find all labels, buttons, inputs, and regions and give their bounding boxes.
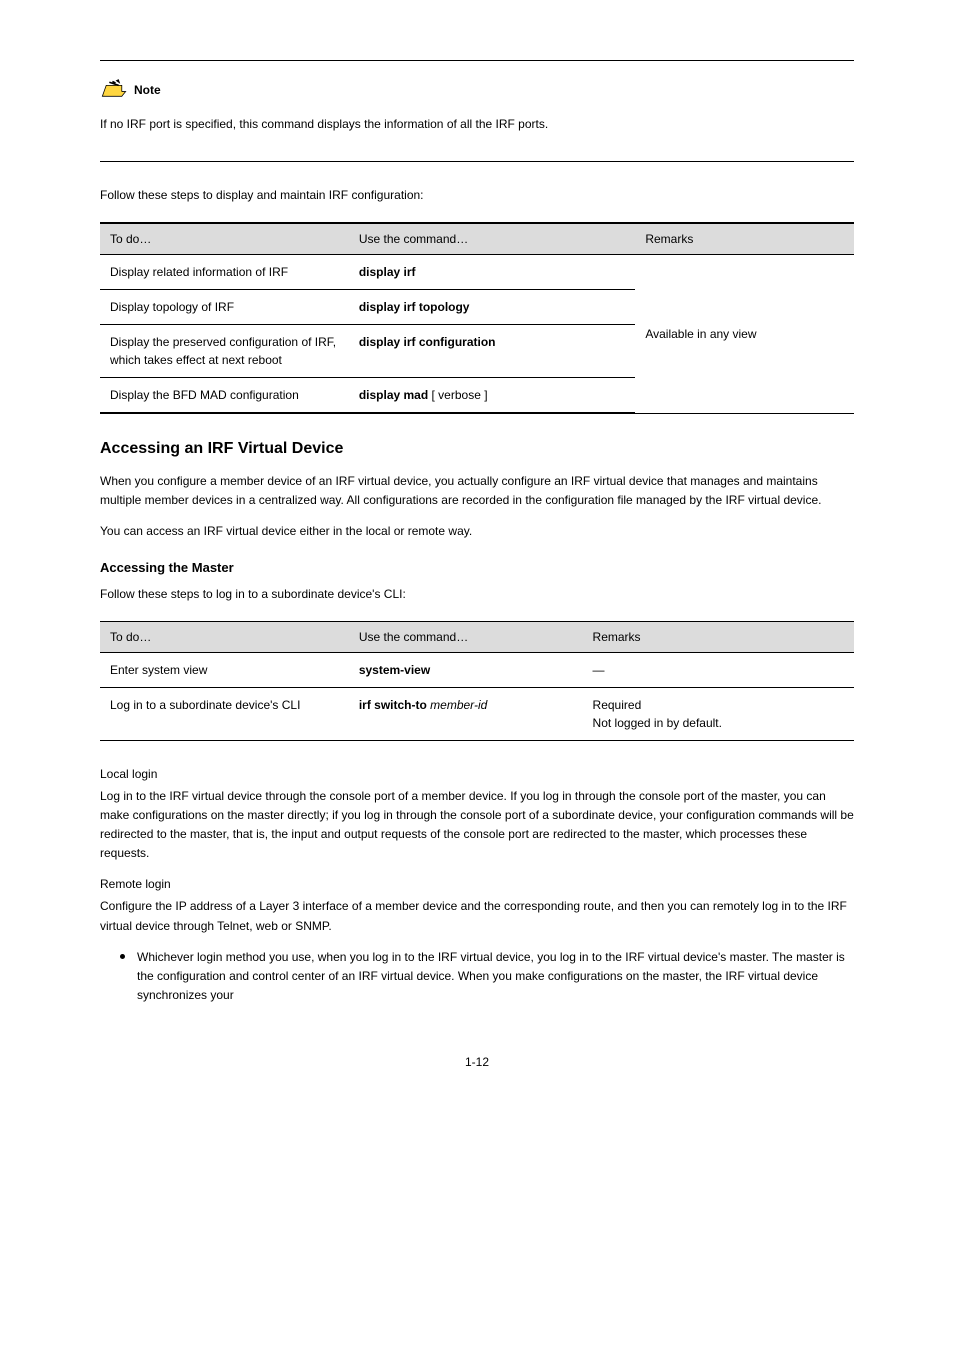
- page-number: 1-12: [100, 1055, 854, 1069]
- th-remarks: Remarks: [635, 223, 854, 255]
- cell-todo: Display related information of IRF: [100, 255, 349, 290]
- table-row: Log in to a subordinate device's CLI irf…: [100, 687, 854, 740]
- note-label: Note: [134, 83, 161, 97]
- cell-cmd: display irf topology: [349, 290, 636, 325]
- bullet-text: Whichever login method you use, when you…: [137, 948, 854, 1006]
- cell-cmd: system-view: [349, 652, 583, 687]
- th-todo: To do…: [100, 223, 349, 255]
- subheading-local-login: Local login: [100, 767, 854, 781]
- th-command: Use the command…: [349, 223, 636, 255]
- para: When you configure a member device of an…: [100, 472, 854, 510]
- cell-cmd: display irf configuration: [349, 325, 636, 378]
- th-todo: To do…: [100, 621, 349, 652]
- cell-remarks: —: [583, 652, 854, 687]
- subheading-remote-login: Remote login: [100, 877, 854, 891]
- para: You can access an IRF virtual device eit…: [100, 522, 854, 541]
- table-login-subordinate: To do… Use the command… Remarks Enter sy…: [100, 621, 854, 741]
- bullet-dot-icon: [120, 954, 125, 959]
- cell-todo: Enter system view: [100, 652, 349, 687]
- cell-cmd: display irf: [349, 255, 636, 290]
- table-display-maintain: To do… Use the command… Remarks Display …: [100, 222, 854, 414]
- note-header: Note: [100, 79, 854, 101]
- cell-todo: Display the preserved configuration of I…: [100, 325, 349, 378]
- para: Log in to the IRF virtual device through…: [100, 787, 854, 864]
- th-remarks: Remarks: [583, 621, 854, 652]
- cell-cmd: display mad [ verbose ]: [349, 378, 636, 414]
- th-command: Use the command…: [349, 621, 583, 652]
- note-block: Note If no IRF port is specified, this c…: [100, 60, 854, 162]
- table-row: Enter system view system-view —: [100, 652, 854, 687]
- cell-todo: Display the BFD MAD configuration: [100, 378, 349, 414]
- cell-remarks: Available in any view: [635, 255, 854, 414]
- follow-text-1: Follow these steps to display and mainta…: [100, 186, 854, 204]
- cell-cmd: irf switch-to member-id: [349, 687, 583, 740]
- bullet-item: Whichever login method you use, when you…: [120, 948, 854, 1006]
- table-row: Display related information of IRF displ…: [100, 255, 854, 290]
- heading-accessing-master: Accessing the Master: [100, 560, 854, 575]
- cell-remarks: Required Not logged in by default.: [583, 687, 854, 740]
- para: Configure the IP address of a Layer 3 in…: [100, 897, 854, 935]
- cell-todo: Display topology of IRF: [100, 290, 349, 325]
- follow-text-2: Follow these steps to log in to a subord…: [100, 585, 854, 603]
- note-text: If no IRF port is specified, this comman…: [100, 115, 854, 133]
- heading-accessing-irf: Accessing an IRF Virtual Device: [100, 440, 854, 458]
- note-icon: [100, 79, 128, 101]
- cell-todo: Log in to a subordinate device's CLI: [100, 687, 349, 740]
